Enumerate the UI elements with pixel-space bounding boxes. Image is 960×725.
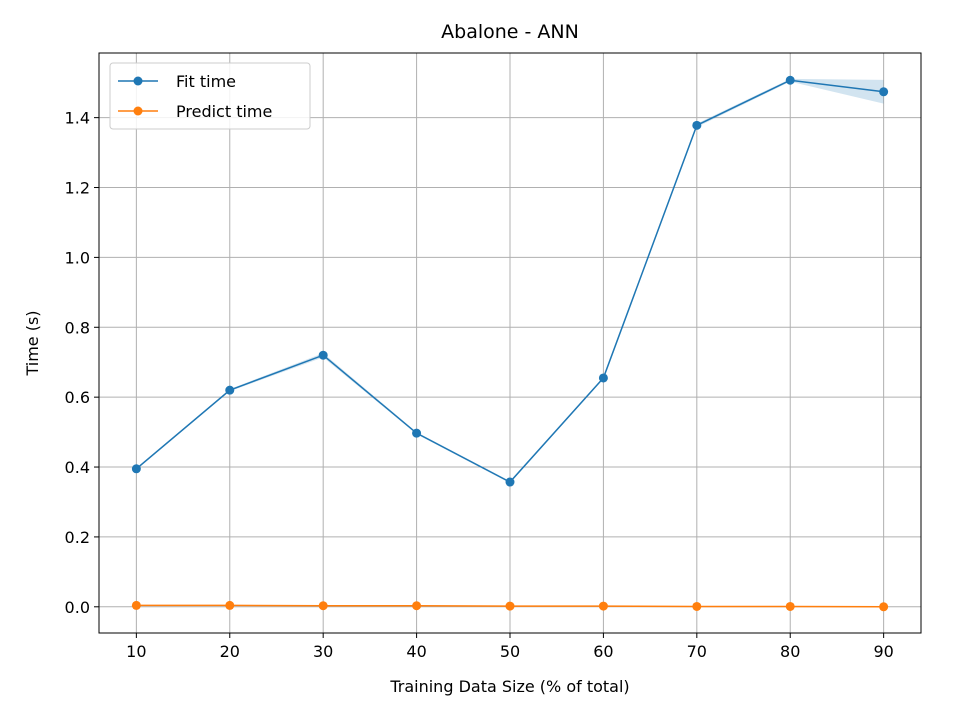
predict-time-point — [785, 601, 795, 611]
predict-time-point — [879, 602, 889, 612]
x-tick-label: 30 — [313, 642, 333, 661]
legend-predict-time-label: Predict time — [176, 102, 272, 121]
y-tick-label: 0.8 — [65, 318, 90, 337]
x-tick-label: 40 — [406, 642, 426, 661]
legend-box — [109, 62, 311, 130]
x-tick-label: 60 — [593, 642, 613, 661]
fit-time-point — [505, 477, 515, 487]
predict-time-point — [131, 600, 141, 610]
fit-time-point — [598, 373, 608, 383]
fit-time-point — [692, 120, 702, 130]
axis-ticks: 10 20 30 40 50 60 70 80 90 0.0 0.2 0.4 0.6 0.8 1.0 1.2 1… — [65, 109, 894, 661]
series-points — [131, 75, 889, 612]
chart-title: Abalone - ANN — [441, 21, 579, 43]
fit-time-point — [225, 385, 235, 395]
predict-time-point — [318, 601, 328, 611]
fit-time-point — [412, 428, 422, 438]
predict-time-point — [412, 601, 422, 611]
x-tick-label: 80 — [780, 642, 800, 661]
predict-time-point — [505, 601, 515, 611]
predict-time-point — [598, 601, 608, 611]
x-tick-label: 50 — [500, 642, 520, 661]
predict-time-point — [225, 600, 235, 610]
y-tick-label: 0.6 — [65, 388, 90, 407]
x-tick-label: 10 — [126, 642, 146, 661]
fit-time-point — [131, 464, 141, 474]
legend-fit-time-marker — [133, 76, 143, 86]
predict-time-point — [692, 601, 702, 611]
x-tick-label: 70 — [687, 642, 707, 661]
y-axis-label: Time (s) — [23, 310, 42, 376]
legend-predict-time-marker — [133, 106, 143, 116]
fit-time-point — [318, 350, 328, 360]
y-tick-label: 0.2 — [65, 528, 90, 547]
x-tick-label: 90 — [873, 642, 893, 661]
fit-time-point — [785, 75, 795, 85]
x-tick-label: 20 — [220, 642, 240, 661]
fit-time-point — [879, 87, 889, 97]
y-tick-label: 0.4 — [65, 458, 90, 477]
y-tick-label: 1.2 — [65, 179, 90, 198]
legend: Fit time Predict time — [109, 62, 311, 130]
legend-fit-time-label: Fit time — [176, 72, 236, 91]
x-axis-label: Training Data Size (% of total) — [389, 677, 629, 696]
y-tick-label: 1.0 — [65, 248, 90, 267]
y-tick-label: 0.0 — [65, 598, 90, 617]
y-tick-label: 1.4 — [65, 109, 90, 128]
